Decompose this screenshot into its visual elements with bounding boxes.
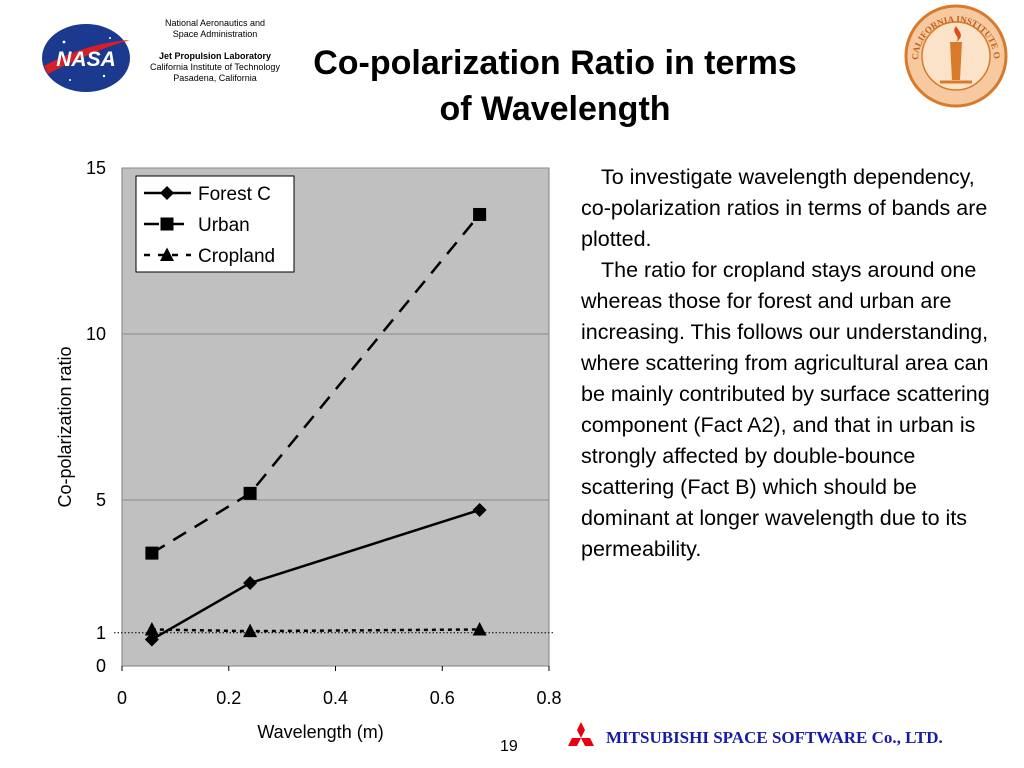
slide-description: To investigate wavelength dependency, co…: [581, 162, 996, 565]
institute-name: California Institute of Technology: [150, 62, 280, 72]
x-tick-label: 0.2: [216, 688, 241, 708]
slide-title-line-1: Co-polarization Ratio in terms: [313, 44, 797, 82]
legend-label-urban: Urban: [198, 215, 250, 236]
data-point-cropland: [144, 621, 159, 636]
description-paragraph-2: The ratio for cropland stays around one …: [581, 258, 990, 561]
location: Pasadena, California: [173, 73, 257, 83]
y-tick-label: 10: [86, 324, 106, 344]
y-tick-label: 15: [86, 158, 106, 178]
data-point-urban: [145, 546, 159, 560]
x-tick-label: 0.4: [323, 688, 348, 708]
legend-label-forest-c: Forest C: [198, 184, 271, 205]
legend-marker-cropland: [160, 247, 174, 261]
org-line-1: National Aeronautics and: [164, 18, 266, 28]
slide-title: Co-polarization Ratio in terms of Wavele…: [290, 40, 820, 132]
data-point-cropland: [243, 623, 258, 638]
legend-marker-forest-c: [160, 186, 174, 200]
company-name: MITSUBISHI SPACE SOFTWARE Co., LTD.: [606, 728, 943, 747]
lab-name: Jet Propulsion Laboratory: [158, 51, 272, 61]
nasa-meatball-logo-icon: NASA: [42, 24, 130, 92]
x-tick-label: 0: [117, 688, 127, 708]
x-tick-label: 0.8: [536, 688, 561, 708]
mitsubishi-three-diamonds-icon: [568, 722, 594, 746]
y-tick-label: 5: [96, 490, 106, 510]
y-tick-label: 1: [96, 623, 106, 643]
data-point-forest-c: [472, 502, 487, 517]
org-line-2: Space Administration: [172, 29, 258, 39]
legend-marker-urban: [160, 217, 174, 231]
page-number: 19: [500, 738, 518, 755]
jpl-affiliation: National Aeronautics and Space Administr…: [134, 18, 296, 84]
legend-label-cropland: Cropland: [198, 246, 275, 267]
x-tick-label: 0.6: [430, 688, 455, 708]
slide-title-line-2: of Wavelength: [439, 90, 671, 128]
data-point-urban: [243, 486, 257, 500]
data-point-forest-c: [243, 576, 258, 590]
data-point-cropland: [472, 621, 487, 636]
data-point-forest-c: [144, 632, 159, 647]
nasa-logo-text: NASA: [56, 48, 116, 71]
chart-legend: Forest C Urban Cropland: [135, 175, 295, 273]
y-axis-label: Co-polarization ratio: [55, 346, 75, 507]
x-axis-label: Wavelength (m): [257, 722, 383, 742]
data-point-urban: [473, 207, 487, 221]
y-tick-label: 0: [96, 656, 106, 676]
description-paragraph-1: To investigate wavelength dependency, co…: [581, 165, 988, 251]
caltech-seal-icon: CALIFORNIA INSTITUTE OF TECHNOLOGY: [900, 2, 1008, 108]
